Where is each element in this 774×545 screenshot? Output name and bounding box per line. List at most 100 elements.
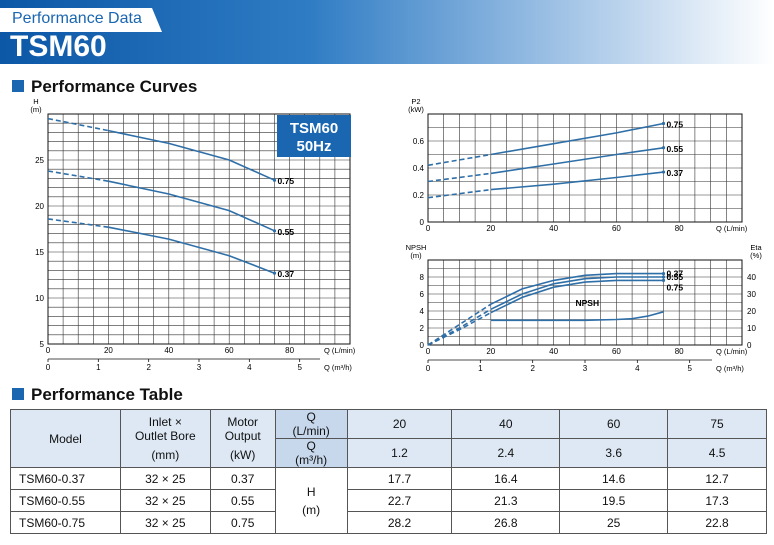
output-cell: 0.55 (209, 489, 276, 512)
power-chart: 0 20 40 60 80 Q (L/min) 0 0.2 0.4 0.6 P2(kW) 0.75 0.… (408, 97, 748, 233)
table-row: TSM60-0.75 32 × 25 0.75 28.2 26.8 25 22.… (10, 511, 767, 534)
y-right-tick-label: 0 (747, 341, 752, 350)
q-m3h-cell: 2.4 (451, 438, 561, 468)
x2-tick-label: 0 (426, 364, 431, 373)
h-value-cell: 16.4 (451, 467, 561, 490)
badge-frequency: 50Hz (296, 138, 331, 155)
series-label: 0.55 (667, 144, 684, 154)
series-label: 0.55 (278, 227, 295, 237)
table-row: TSM60-0.37 32 × 25 0.37 H (m) 17.7 16.4 1… (10, 467, 767, 534)
series-0.37-line (490, 171, 664, 191)
series-0.75-line (108, 129, 275, 181)
y-right-tick-label: 10 (747, 324, 756, 333)
y-right-axis-label: Eta (750, 243, 762, 252)
series-end-marker (272, 178, 277, 182)
series-0.37-dashed (427, 303, 492, 346)
y-right-axis-unit: (%) (750, 251, 762, 260)
bore-cell: 32 × 25 (119, 489, 211, 512)
y-tick-label: 6 (420, 290, 425, 299)
y-axis-label: P2 (411, 97, 420, 106)
x-tick-label: 80 (675, 347, 684, 356)
x-tick-label: 20 (486, 347, 495, 356)
series-0.55-line (108, 180, 275, 232)
banner-tab (0, 8, 162, 32)
col-header-output: Motor Output (kW) (209, 409, 276, 468)
y-axis-unit: (m) (30, 105, 42, 114)
x-tick-label: 0 (46, 346, 51, 355)
x-tick-label: 0 (426, 347, 431, 356)
output-cell: 0.75 (209, 511, 276, 534)
y-tick-label: 0 (420, 341, 425, 350)
col-header-bore: Inlet × Outlet Bore (mm) (119, 409, 211, 468)
series-NPSH-line (490, 311, 664, 322)
bore-cell: 32 × 25 (119, 467, 211, 490)
x2-tick-label: 3 (583, 364, 588, 373)
x-tick-label: 40 (549, 347, 558, 356)
x2-tick-label: 4 (247, 363, 252, 372)
section-square-icon (12, 388, 24, 400)
series-end-marker (661, 275, 666, 279)
series-0.55-dashed (47, 170, 109, 182)
y-axis-unit: (m) (410, 251, 422, 260)
q-lmin-cell: 20 (346, 409, 453, 439)
x2-tick-label: 5 (297, 363, 302, 372)
col-header-model: Model (10, 409, 121, 468)
x-tick-label: 80 (675, 224, 684, 233)
bore-cell: 32 × 25 (119, 511, 211, 534)
model-badge: TSM60 50Hz (277, 115, 351, 157)
series-end-marker (661, 146, 666, 150)
h-value-cell: 25 (559, 511, 669, 534)
h-unit-cell: H (m) (274, 467, 348, 534)
q-lmin-cell: 60 (559, 409, 669, 439)
y-tick-label: 0 (420, 218, 425, 227)
col-header-q-lmin: Q (L/min) (274, 409, 348, 439)
page-title: TSM60 (10, 30, 107, 63)
y-right-tick-label: 30 (747, 290, 756, 299)
y-tick-label: 2 (420, 324, 425, 333)
y-tick-label: 10 (35, 294, 44, 303)
section-square-icon (12, 80, 24, 92)
x-tick-label: 60 (612, 224, 621, 233)
x2-axis-label: Q (m³/h) (716, 364, 744, 373)
series-end-marker (661, 272, 666, 276)
series-end-marker (272, 271, 277, 275)
series-end-marker (661, 170, 666, 174)
y-right-tick-label: 40 (747, 273, 756, 282)
x-tick-label: 40 (164, 346, 173, 355)
x2-tick-label: 1 (478, 364, 483, 373)
y-axis-label: H (33, 97, 38, 106)
model-cell: TSM60-0.55 (10, 489, 121, 512)
y-right-tick-label: 20 (747, 307, 756, 316)
x-tick-label: 40 (549, 224, 558, 233)
plot-frame (47, 113, 351, 345)
x-axis-label: Q (L/min) (324, 346, 356, 355)
series-0.55-line (490, 147, 664, 175)
model-cell: TSM60-0.37 (10, 467, 121, 490)
plot-frame (427, 113, 743, 223)
h-value-cell: 12.7 (667, 467, 767, 490)
y-tick-label: 0.6 (413, 137, 425, 146)
x2-tick-label: 2 (146, 363, 151, 372)
h-value-cell: 28.2 (346, 511, 453, 534)
col-header-q-m3h: Q (m³/h) (274, 438, 348, 468)
x-axis-label: Q (L/min) (716, 224, 748, 233)
x2-axis-label: Q (m³/h) (324, 363, 352, 372)
series-0.75-line (490, 279, 664, 314)
series-end-marker (272, 229, 277, 233)
series-label: 0.75 (278, 176, 295, 186)
y-axis-unit: (kW) (408, 105, 424, 114)
plot-frame (427, 259, 743, 346)
q-m3h-cell: 1.2 (346, 438, 453, 468)
head-chart: 0 20 40 60 80 Q (L/min) 0 1 2 3 4 5 Q (m³/h) 5 10 15 20 2… (30, 97, 356, 372)
x2-tick-label: 0 (46, 363, 51, 372)
page-subtitle: Performance Data (12, 10, 142, 27)
y-tick-label: 4 (420, 307, 425, 316)
output-cell: 0.37 (209, 467, 276, 490)
table-row: TSM60-0.55 32 × 25 0.55 22.7 21.3 19.5 1… (10, 489, 767, 512)
x-tick-label: 0 (426, 224, 431, 233)
series-label: 0.37 (667, 168, 684, 178)
y-tick-label: 8 (420, 273, 425, 282)
y-tick-label: 15 (35, 248, 44, 257)
section-heading-table: Performance Table (12, 385, 183, 405)
series-0.37-dashed (47, 218, 109, 228)
